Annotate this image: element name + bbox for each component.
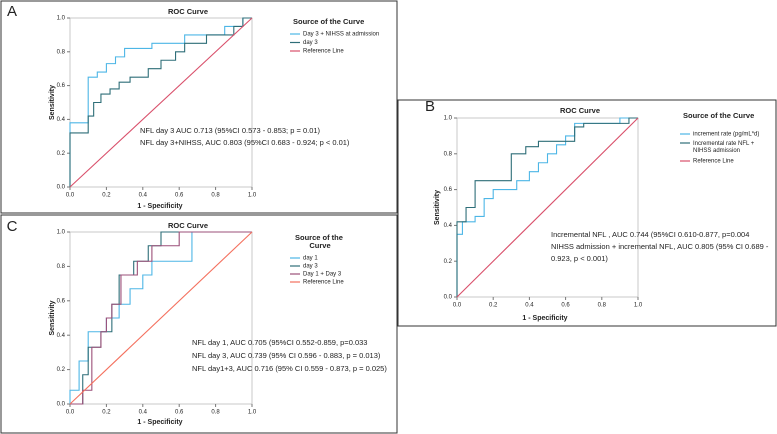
y-tick-label: 0.6 (444, 187, 453, 193)
plot-frame (456, 117, 639, 298)
panel-border (397, 99, 777, 327)
annotation: 0.923, p < 0.001) (551, 254, 608, 263)
y-axis-label: Sensitivity (49, 85, 56, 120)
panel-border (0, 214, 398, 434)
x-axis-label: 1 - Specificity (137, 419, 182, 426)
x-axis-label: 1 - Specificity (137, 203, 182, 210)
legend-label: day 1 (303, 256, 318, 262)
y-tick-label: 0.0 (57, 402, 66, 408)
panel-label: C (7, 218, 18, 235)
x-tick-label: 1.0 (634, 303, 643, 309)
y-tick-label: 1.0 (444, 116, 453, 122)
x-tick-label: 0.6 (561, 303, 570, 309)
x-tick-label: 0.4 (139, 193, 148, 199)
x-tick-label: 0.4 (525, 303, 534, 309)
x-tick-label: 0.8 (211, 410, 220, 416)
legend-label: Reference Line (693, 159, 734, 165)
legend-label: increment rate (pg/mL*d) (693, 132, 759, 138)
annotation: NIHSS admission + incremental NFL, AUC 0… (551, 242, 769, 251)
y-tick-label: 0.6 (57, 298, 66, 304)
y-tick-label: 0.4 (444, 223, 453, 229)
x-tick-label: 0.2 (102, 193, 111, 199)
x-tick-label: 0.0 (66, 410, 75, 416)
panel-label: B (425, 98, 435, 115)
y-tick-label: 0.2 (444, 259, 453, 265)
annotation: NFL day 3, AUC 0.739 (95% CI 0.596 - 0.8… (192, 351, 381, 360)
x-tick-label: 0.8 (211, 193, 220, 199)
annotation: NFL day 1, AUC 0.705 (95%CI 0.552-0.859,… (192, 338, 367, 347)
legend-label: Incremental rate NFL + NIHSS admission (693, 141, 756, 154)
x-tick-label: 0.8 (598, 303, 607, 309)
chart-title: ROC Curve (560, 106, 600, 115)
y-tick-label: 0.0 (57, 185, 66, 191)
y-tick-label: 0.4 (57, 117, 66, 123)
y-tick-label: 0.2 (57, 367, 66, 373)
annotation: NFL day1+3, AUC 0.716 (95% CI 0.559 - 0.… (192, 364, 387, 373)
panel-border (0, 0, 398, 214)
legend-title: Source of the Curve (683, 111, 754, 120)
y-tick-label: 0.8 (57, 264, 66, 270)
annotation: Incremental NFL , AUC 0.744 (95%CI 0.610… (551, 230, 749, 239)
y-axis-label: Sensitivity (434, 190, 441, 225)
roc-curve (456, 117, 638, 297)
legend-title: Source of the Curve (295, 233, 345, 250)
legend-label: day 3 (303, 40, 318, 46)
x-tick-label: 0.6 (175, 410, 184, 416)
annotation: NFL day 3 AUC 0.713 (95%CI 0.573 - 0.853… (140, 126, 321, 135)
y-tick-label: 0.2 (57, 151, 66, 157)
y-tick-label: 0.4 (57, 333, 66, 339)
x-tick-label: 0.2 (102, 410, 111, 416)
x-tick-label: 1.0 (248, 410, 257, 416)
legend-label: day 3 (303, 264, 318, 270)
y-tick-label: 0.0 (444, 295, 453, 301)
y-tick-label: 1.0 (57, 230, 66, 236)
annotation: NFL day 3+NIHSS, AUC 0.803 (95%CI 0.683 … (140, 138, 350, 147)
y-axis-label: Sensitivity (49, 300, 56, 335)
x-tick-label: 0.0 (66, 193, 75, 199)
panel-label: A (7, 3, 17, 20)
legend-label: Day 1 + Day 3 (303, 272, 342, 278)
chart-title: ROC Curve (168, 7, 208, 16)
legend-label: Reference Line (303, 49, 344, 55)
y-tick-label: 0.8 (57, 49, 66, 55)
x-tick-label: 0.2 (489, 303, 498, 309)
chart-title: ROC Curve (168, 221, 208, 230)
roc-curve (69, 17, 252, 187)
x-tick-label: 1.0 (248, 193, 257, 199)
x-tick-label: 0.6 (175, 193, 184, 199)
roc-curve (456, 117, 638, 297)
y-tick-label: 0.6 (57, 83, 66, 89)
x-tick-label: 0.4 (139, 410, 148, 416)
x-axis-label: 1 - Specificity (522, 315, 567, 322)
y-tick-label: 0.8 (444, 151, 453, 157)
legend-label: Reference Line (303, 280, 344, 286)
y-tick-label: 1.0 (57, 16, 66, 22)
x-tick-label: 0.0 (453, 303, 462, 309)
roc-curve (456, 117, 639, 298)
roc-curve (69, 17, 252, 187)
plot-frame (69, 17, 253, 188)
roc-curve (69, 231, 253, 405)
legend-title: Source of the Curve (293, 17, 364, 26)
roc-curve (69, 17, 253, 188)
legend-label: Day 3 + NIHSS at admission (303, 32, 379, 38)
